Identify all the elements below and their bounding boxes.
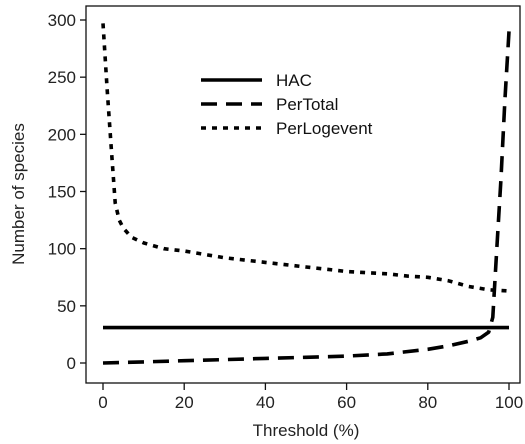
x-axis: 0 20 40 60 80 100	[98, 383, 523, 412]
series-layer	[101, 23, 511, 365]
y-tick-label: 200	[48, 125, 76, 144]
legend-label-hac: HAC	[276, 71, 312, 90]
series-line-perlogevent	[101, 23, 510, 293]
x-tick-label: 100	[495, 393, 523, 412]
y-tick-label: 0	[67, 354, 76, 373]
y-tick-label: 250	[48, 68, 76, 87]
x-axis-title: Threshold (%)	[253, 421, 360, 440]
x-tick-label: 80	[418, 393, 437, 412]
legend-label-perlogevent: PerLogevent	[276, 119, 373, 138]
y-axis: 0 50 100 150 200 250 300	[48, 11, 86, 373]
plot-frame	[85, 5, 521, 384]
x-tick-label: 20	[175, 393, 194, 412]
y-tick-label: 100	[48, 240, 76, 259]
x-tick-label: 40	[256, 393, 275, 412]
x-tick-label: 0	[98, 393, 107, 412]
x-tick-label: 60	[337, 393, 356, 412]
legend-label-pertotal: PerTotal	[276, 95, 338, 114]
series-line-pertotal	[102, 31, 511, 365]
y-axis-title: Number of species	[9, 123, 28, 265]
y-tick-label: 300	[48, 11, 76, 30]
y-tick-label: 150	[48, 183, 76, 202]
legend: HAC PerTotal PerLogevent	[201, 71, 373, 138]
y-tick-label: 50	[57, 297, 76, 316]
